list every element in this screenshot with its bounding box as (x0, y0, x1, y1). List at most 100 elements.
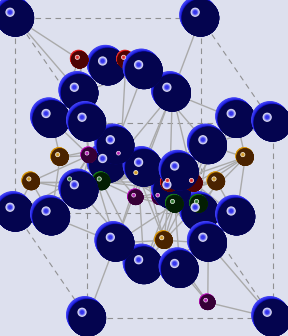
Circle shape (82, 148, 96, 162)
Circle shape (126, 52, 162, 88)
Circle shape (218, 101, 254, 137)
Circle shape (22, 172, 38, 188)
Circle shape (173, 164, 176, 168)
Circle shape (161, 250, 197, 286)
Circle shape (72, 52, 88, 68)
Circle shape (72, 52, 88, 68)
Circle shape (208, 173, 224, 190)
Circle shape (191, 196, 207, 212)
Circle shape (167, 196, 183, 212)
Circle shape (130, 167, 146, 183)
Circle shape (60, 170, 96, 206)
Circle shape (185, 174, 201, 190)
Circle shape (69, 300, 105, 336)
Circle shape (90, 49, 126, 85)
Circle shape (42, 110, 50, 118)
Circle shape (218, 101, 254, 137)
Circle shape (23, 173, 39, 189)
Circle shape (164, 181, 170, 188)
Circle shape (6, 204, 14, 211)
Circle shape (60, 73, 96, 109)
Circle shape (186, 175, 202, 191)
Circle shape (167, 180, 168, 181)
Circle shape (181, 0, 217, 35)
Circle shape (173, 164, 177, 168)
Circle shape (118, 52, 134, 68)
Circle shape (264, 309, 270, 315)
Circle shape (113, 148, 127, 162)
Circle shape (0, 195, 33, 231)
Circle shape (0, 195, 33, 231)
Circle shape (161, 237, 162, 238)
Circle shape (89, 145, 125, 181)
Circle shape (162, 175, 177, 191)
Circle shape (129, 190, 143, 204)
Circle shape (252, 297, 288, 333)
Circle shape (237, 149, 253, 165)
Circle shape (23, 173, 39, 189)
Circle shape (166, 179, 169, 182)
Circle shape (81, 148, 95, 162)
Circle shape (62, 172, 98, 209)
Circle shape (86, 152, 88, 154)
Circle shape (68, 103, 104, 139)
Circle shape (208, 173, 224, 189)
Circle shape (107, 234, 113, 240)
Circle shape (183, 195, 219, 231)
Circle shape (154, 172, 190, 209)
Circle shape (190, 179, 193, 182)
Circle shape (94, 173, 109, 190)
Circle shape (126, 150, 162, 186)
Circle shape (162, 153, 198, 189)
Circle shape (182, 194, 218, 230)
Circle shape (82, 148, 96, 162)
Circle shape (200, 294, 214, 308)
Circle shape (171, 200, 174, 203)
Circle shape (0, 195, 33, 231)
Circle shape (201, 235, 205, 239)
Circle shape (217, 99, 253, 135)
Circle shape (126, 52, 162, 88)
Circle shape (219, 101, 255, 137)
Circle shape (196, 201, 197, 202)
Circle shape (117, 51, 133, 67)
Circle shape (9, 11, 11, 13)
Circle shape (217, 99, 253, 135)
Circle shape (117, 50, 133, 67)
Circle shape (126, 248, 162, 284)
Circle shape (229, 209, 233, 213)
Circle shape (172, 163, 177, 169)
Circle shape (6, 8, 14, 16)
Circle shape (77, 56, 78, 58)
Circle shape (237, 149, 253, 165)
Circle shape (190, 127, 226, 163)
Ellipse shape (73, 120, 105, 131)
Circle shape (166, 195, 182, 211)
Circle shape (68, 298, 104, 334)
Circle shape (181, 0, 217, 34)
Circle shape (45, 210, 47, 212)
Circle shape (63, 173, 79, 189)
Circle shape (64, 173, 80, 189)
Circle shape (124, 50, 160, 86)
Circle shape (97, 224, 133, 261)
Circle shape (190, 225, 226, 261)
Circle shape (0, 0, 31, 33)
Circle shape (189, 126, 225, 162)
Circle shape (80, 116, 84, 119)
Circle shape (23, 173, 39, 190)
Circle shape (93, 173, 109, 189)
Circle shape (71, 50, 86, 67)
Circle shape (33, 101, 69, 137)
Circle shape (236, 148, 253, 164)
Circle shape (166, 195, 182, 211)
Circle shape (173, 262, 176, 265)
Circle shape (117, 51, 133, 67)
Circle shape (95, 222, 131, 258)
Circle shape (194, 206, 196, 208)
Circle shape (8, 205, 12, 209)
Circle shape (191, 196, 207, 212)
Circle shape (71, 51, 87, 67)
Circle shape (266, 116, 268, 118)
Circle shape (126, 247, 162, 284)
